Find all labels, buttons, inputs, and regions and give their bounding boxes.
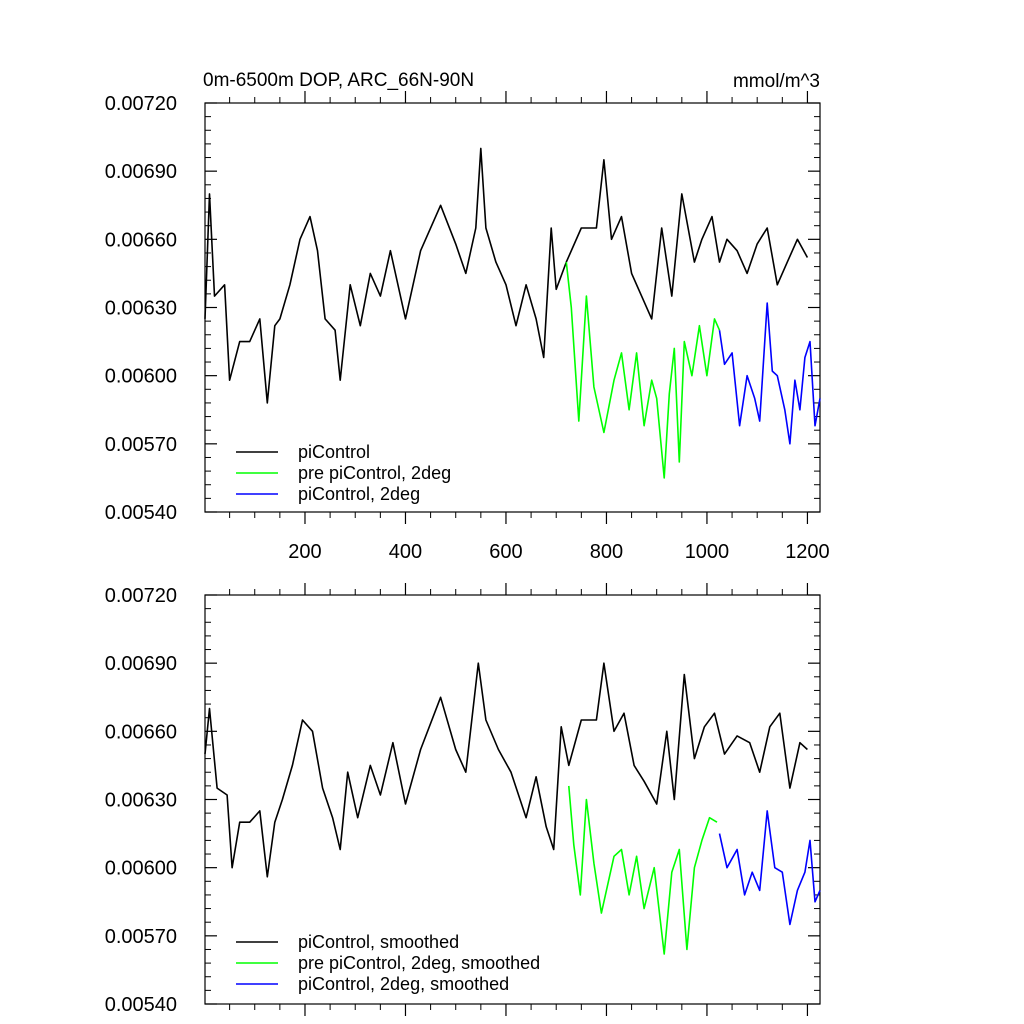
units-label: mmol/m^3 [733, 71, 820, 92]
y-tick-label: 0.00630 [105, 298, 177, 320]
y-tick-label: 0.00630 [105, 790, 177, 812]
legend-label: piControl, smoothed [298, 932, 459, 952]
legend-label: pre piControl, 2deg, smoothed [298, 953, 540, 973]
y-tick-label: 0.00540 [105, 502, 177, 524]
x-tick-label: 400 [389, 541, 422, 563]
y-tick-label: 0.00540 [105, 994, 177, 1016]
legend-label: piControl, 2deg [298, 484, 420, 504]
y-tick-label: 0.00720 [105, 93, 177, 115]
y-tick-label: 0.00600 [105, 366, 177, 388]
series-line-picontrol-2deg [718, 302, 821, 445]
series-line-picontrol-smoothed [204, 662, 808, 878]
y-tick-label: 0.00600 [105, 858, 177, 880]
series-line-pre-picontrol-2deg-smoothed [568, 785, 718, 955]
legend-label: piControl, 2deg, smoothed [298, 974, 509, 994]
y-tick-label: 0.00690 [105, 161, 177, 183]
series-line-picontrol [204, 147, 809, 404]
y-tick-label: 0.00570 [105, 926, 177, 948]
top-panel: 0m-6500m DOP, ARC_66N-90N mmol/m^3 0.005… [105, 70, 830, 563]
legend-label: pre piControl, 2deg [298, 463, 451, 483]
y-tick-label: 0.00660 [105, 229, 177, 251]
chart-title: 0m-6500m DOP, ARC_66N-90N [203, 70, 474, 91]
legend-label: piControl [298, 442, 370, 462]
y-tick-label: 0.00570 [105, 434, 177, 456]
bottom-panel: 0.00540 0.00570 0.00600 0.00630 0.00660 0.006… [105, 583, 821, 1016]
x-tick-label: 200 [288, 541, 321, 563]
y-tick-label: 0.00720 [105, 585, 177, 607]
series-line-picontrol-2deg-smoothed [718, 810, 821, 926]
y-tick-label: 0.00660 [105, 721, 177, 743]
x-tick-label: 800 [590, 541, 623, 563]
x-tick-label: 1000 [685, 541, 730, 563]
y-tick-label: 0.00690 [105, 653, 177, 675]
series-line-pre-picontrol-2deg [565, 262, 721, 479]
x-tick-label: 1200 [785, 541, 830, 563]
x-tick-label: 600 [489, 541, 522, 563]
